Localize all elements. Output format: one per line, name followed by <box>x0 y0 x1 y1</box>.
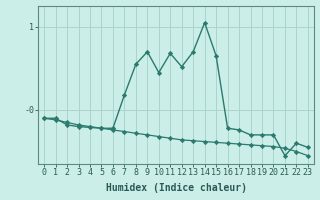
X-axis label: Humidex (Indice chaleur): Humidex (Indice chaleur) <box>106 183 246 193</box>
